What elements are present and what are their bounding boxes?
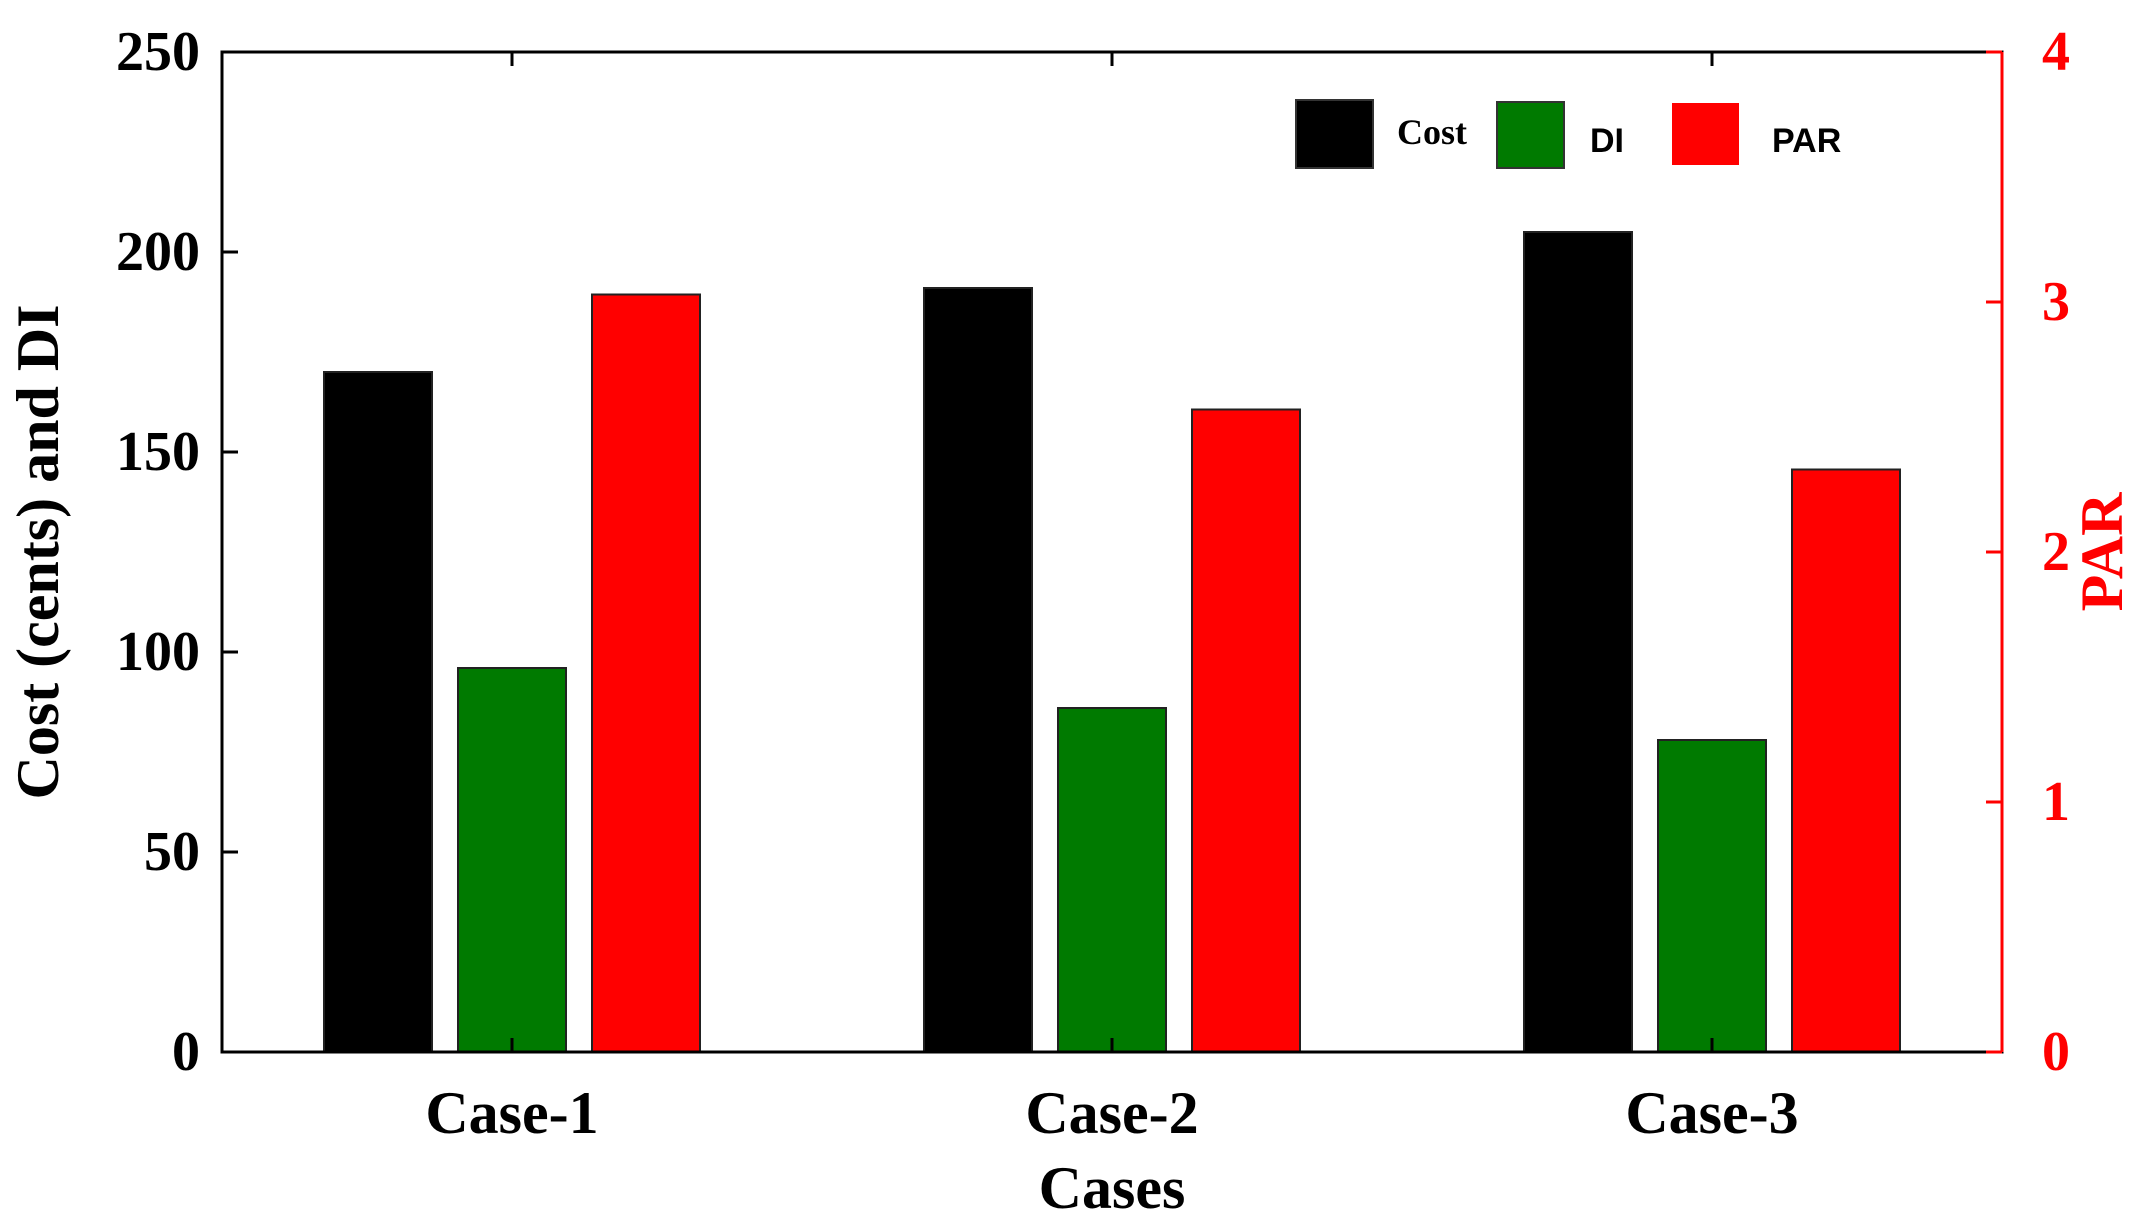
bar-par-case-2 — [1191, 408, 1301, 1053]
legend-swatch-par — [1672, 103, 1739, 165]
bar-cost-case-2 — [923, 287, 1033, 1053]
y2-tick-label-4: 4 — [2042, 21, 2070, 83]
y-tick-label-50: 50 — [144, 821, 200, 883]
y-tick-label-100: 100 — [116, 621, 200, 683]
legend-swatch-di — [1496, 101, 1565, 169]
y2-tick-label-1: 1 — [2042, 771, 2070, 833]
y2-tick-label-2: 2 — [2042, 521, 2070, 583]
x-tick-label-case-3: Case-3 — [1625, 1080, 1798, 1146]
bar-cost-case-1 — [323, 371, 433, 1053]
bar-di-case-1 — [457, 667, 567, 1053]
bar-di-case-3 — [1657, 739, 1767, 1053]
legend-label-par: PAR — [1772, 122, 1841, 160]
legend: Cost DI PAR — [1295, 99, 1841, 169]
y-tick-label-200: 200 — [116, 221, 200, 283]
bars-group — [323, 231, 1901, 1053]
bar-par-case-3 — [1791, 468, 1901, 1053]
x-axis-ticks: Case-1 Case-2 Case-3 — [425, 52, 1799, 1146]
bar-di-case-2 — [1057, 707, 1167, 1053]
y2-tick-label-3: 3 — [2042, 271, 2070, 333]
y-tick-label-0: 0 — [172, 1021, 200, 1083]
bar-par-case-1 — [591, 293, 701, 1053]
y2-tick-label-0: 0 — [2042, 1021, 2070, 1083]
x-tick-label-case-2: Case-2 — [1025, 1080, 1198, 1146]
x-axis-title: Cases — [1039, 1155, 1186, 1221]
legend-label-di: DI — [1590, 122, 1624, 160]
y-tick-label-250: 250 — [116, 21, 200, 83]
bar-cost-case-3 — [1523, 231, 1633, 1053]
legend-label-cost: Cost — [1397, 112, 1467, 152]
y-tick-label-150: 150 — [116, 421, 200, 483]
right-axis-ticks: 0 1 2 3 4 — [1986, 21, 2070, 1083]
y-axis-title: Cost (cents) and DI — [5, 305, 71, 800]
legend-swatch-cost — [1295, 99, 1374, 169]
left-axis-ticks: 0 50 100 150 200 250 — [116, 21, 238, 1083]
x-tick-label-case-1: Case-1 — [425, 1080, 598, 1146]
y2-axis-title: PAR — [2069, 492, 2135, 612]
